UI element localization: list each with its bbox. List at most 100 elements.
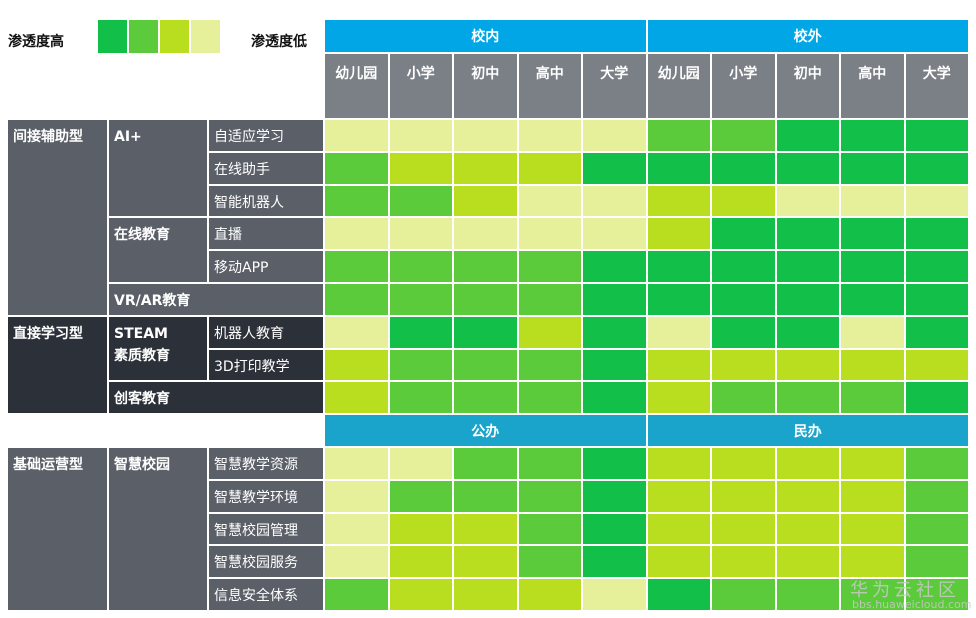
heat-cell bbox=[647, 251, 710, 282]
heat-cell bbox=[841, 448, 904, 479]
heat-cell bbox=[905, 448, 968, 479]
watermark-url: bbs.huaweicloud.com bbox=[852, 598, 972, 611]
heat-cell bbox=[325, 284, 388, 315]
heat-cell bbox=[712, 480, 775, 512]
heat-cell bbox=[325, 579, 388, 610]
heat-cell bbox=[647, 284, 710, 315]
heat-cell bbox=[776, 218, 839, 250]
heat-cell bbox=[647, 382, 710, 414]
category-label: 直接学习型 bbox=[8, 316, 107, 414]
heat-cell bbox=[905, 185, 968, 217]
heat-cell bbox=[389, 152, 452, 184]
heat-cell bbox=[841, 284, 904, 315]
heat-cell bbox=[905, 152, 968, 184]
heat-cell bbox=[712, 218, 775, 250]
legend-swatch bbox=[160, 20, 189, 53]
heat-cell bbox=[583, 218, 646, 250]
heat-cell bbox=[325, 382, 388, 414]
heat-cell bbox=[647, 152, 710, 184]
column-level-header: 幼儿园 bbox=[325, 54, 388, 118]
item-label: 自适应学习 bbox=[209, 120, 323, 151]
item-label: 智慧教学资源 bbox=[209, 448, 323, 479]
heat-cell bbox=[647, 546, 710, 578]
heat-cell bbox=[776, 382, 839, 414]
heat-cell bbox=[905, 382, 968, 414]
heat-cell bbox=[905, 546, 968, 578]
heat-cell bbox=[518, 120, 581, 151]
heat-cell bbox=[325, 120, 388, 151]
heat-cell bbox=[389, 546, 452, 578]
heat-cell bbox=[712, 513, 775, 545]
heat-cell bbox=[325, 448, 388, 479]
column-level-header: 初中 bbox=[454, 54, 517, 118]
heat-cell bbox=[325, 349, 388, 381]
heat-cell bbox=[389, 316, 452, 348]
ownership-header: 公办 bbox=[325, 415, 646, 446]
heat-cell bbox=[841, 579, 904, 610]
heat-cell bbox=[712, 546, 775, 578]
heat-cell bbox=[454, 546, 517, 578]
item-label: 3D打印教学 bbox=[209, 349, 323, 381]
heat-cell bbox=[454, 480, 517, 512]
heat-cell bbox=[647, 185, 710, 217]
heat-cell bbox=[518, 251, 581, 282]
heat-cell bbox=[647, 579, 710, 610]
heat-cell bbox=[583, 251, 646, 282]
heat-cell bbox=[518, 382, 581, 414]
heat-cell bbox=[389, 218, 452, 250]
heat-cell bbox=[841, 349, 904, 381]
category-label: 间接辅助型 bbox=[8, 120, 107, 315]
item-label: 直播 bbox=[209, 218, 323, 250]
heat-cell bbox=[841, 218, 904, 250]
heat-cell bbox=[454, 349, 517, 381]
heat-cell bbox=[389, 480, 452, 512]
heat-cell bbox=[905, 480, 968, 512]
heat-cell bbox=[776, 284, 839, 315]
legend-swatch bbox=[129, 20, 158, 53]
heat-cell bbox=[518, 218, 581, 250]
heat-cell bbox=[647, 120, 710, 151]
heat-cell bbox=[841, 152, 904, 184]
heat-cell bbox=[841, 382, 904, 414]
item-label: 智慧校园管理 bbox=[209, 513, 323, 545]
legend-swatch bbox=[98, 20, 127, 53]
heat-cell bbox=[841, 120, 904, 151]
column-group-header: 校内 bbox=[325, 20, 646, 52]
heat-cell bbox=[454, 120, 517, 151]
heat-cell bbox=[905, 120, 968, 151]
heat-cell bbox=[518, 349, 581, 381]
heat-cell bbox=[454, 513, 517, 545]
heat-cell bbox=[389, 579, 452, 610]
column-level-header: 高中 bbox=[518, 54, 581, 118]
heat-cell bbox=[905, 284, 968, 315]
column-level-header: 大学 bbox=[905, 54, 968, 118]
heat-cell bbox=[712, 120, 775, 151]
heat-cell bbox=[454, 579, 517, 610]
heat-cell bbox=[583, 120, 646, 151]
heat-cell bbox=[583, 316, 646, 348]
heat-cell bbox=[647, 218, 710, 250]
heat-cell bbox=[454, 152, 517, 184]
heat-cell bbox=[518, 513, 581, 545]
heat-cell bbox=[518, 546, 581, 578]
heat-cell bbox=[776, 480, 839, 512]
heat-cell bbox=[712, 185, 775, 217]
heat-cell bbox=[583, 546, 646, 578]
heat-cell bbox=[518, 284, 581, 315]
heat-cell bbox=[776, 251, 839, 282]
heat-cell bbox=[776, 513, 839, 545]
heat-cell bbox=[841, 185, 904, 217]
heat-cell bbox=[647, 349, 710, 381]
subgroup-label: 在线教育 bbox=[109, 218, 207, 282]
item-label: 智慧校园服务 bbox=[209, 546, 323, 578]
heat-cell bbox=[325, 316, 388, 348]
item-label: 信息安全体系 bbox=[209, 579, 323, 610]
heat-cell bbox=[325, 480, 388, 512]
column-level-header: 大学 bbox=[583, 54, 646, 118]
item-label: 在线助手 bbox=[209, 152, 323, 184]
heat-cell bbox=[389, 513, 452, 545]
heat-cell bbox=[712, 251, 775, 282]
item-label: 智慧教学环境 bbox=[209, 480, 323, 512]
subgroup-label: 智慧校园 bbox=[109, 448, 207, 610]
